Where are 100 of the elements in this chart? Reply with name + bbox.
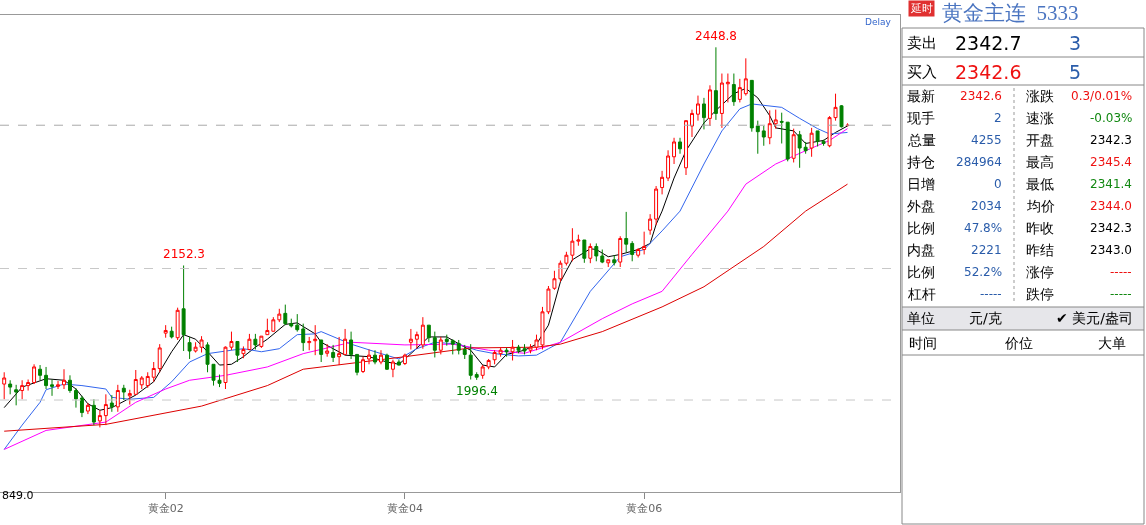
candlestick (307, 336, 312, 351)
candlestick (588, 242, 593, 264)
candlestick (62, 368, 66, 390)
text: 均价 (1026, 198, 1055, 214)
candlestick (468, 343, 473, 380)
text: 现手 (907, 110, 935, 126)
candlestick (8, 379, 13, 395)
candlestick (648, 213, 653, 236)
candlestick (38, 364, 43, 381)
candlestick (115, 384, 120, 413)
candlestick (713, 46, 718, 121)
candlestick (779, 112, 784, 144)
candlestick (444, 334, 449, 347)
candlestick (103, 393, 108, 426)
candlestick (127, 389, 132, 406)
candlestick (630, 240, 635, 262)
text: 杠杆 (907, 286, 936, 302)
annotation: 2448.8 (695, 29, 737, 43)
candlestick (731, 73, 736, 107)
candlestick (785, 121, 790, 162)
candlestick (79, 395, 84, 418)
candlestick (480, 364, 485, 380)
candlestick (420, 316, 425, 350)
candlestick (600, 249, 605, 264)
candlestick (343, 328, 348, 355)
text: 2345.4 (1090, 155, 1132, 169)
candlestick (773, 109, 778, 130)
candlestick (50, 379, 54, 397)
text: 比例 (907, 264, 935, 280)
candlestick (725, 73, 730, 103)
text: 2 (994, 111, 1002, 125)
text: 昨收 (1026, 220, 1054, 236)
candlestick (133, 369, 138, 396)
candlestick (504, 347, 509, 358)
text: 黄金主连 5333 (942, 1, 1079, 25)
candlestick (163, 324, 168, 339)
candlestick (26, 379, 31, 392)
candlestick (707, 84, 712, 127)
candlestick (408, 328, 413, 350)
candlestick (73, 387, 78, 409)
text: 2341.4 (1090, 177, 1132, 191)
candlestick (32, 363, 37, 385)
candlestick (289, 318, 294, 328)
text: 持仓 (907, 154, 935, 170)
candlestick (624, 211, 629, 253)
candlestick (749, 79, 754, 133)
text: ----- (1110, 287, 1132, 301)
text: 52.2% (964, 265, 1003, 279)
candlestick (319, 339, 324, 363)
text: 大单 (1098, 335, 1126, 351)
candlestick (175, 307, 180, 341)
text: 2342.3 (1090, 133, 1132, 147)
candlestick (582, 239, 587, 264)
candlestick (265, 318, 270, 336)
candlestick (797, 130, 802, 169)
candlestick (486, 358, 491, 370)
text: 2343.0 (1090, 243, 1132, 257)
candlestick (385, 353, 389, 371)
text: 2342.6 (960, 89, 1002, 103)
candlestick (450, 338, 455, 355)
text: 2344.0 (1090, 199, 1132, 213)
candlestick (690, 109, 694, 138)
annotation: 1996.4 (456, 384, 498, 398)
text: 3 (1069, 32, 1082, 54)
candlestick (462, 344, 467, 360)
candlestick (761, 125, 766, 147)
candlestick (109, 394, 114, 413)
candlestick (803, 141, 808, 155)
candlestick (660, 170, 665, 195)
candlestick (809, 127, 814, 158)
candlestick (701, 97, 706, 130)
candlestick (839, 104, 844, 128)
candlestick (139, 375, 144, 390)
text: 卖出 (907, 34, 937, 52)
text: 时间 (909, 335, 937, 351)
text: 元/克 (969, 310, 1002, 326)
text: 0 (994, 177, 1002, 191)
x-tick-label: 黄金02 (147, 502, 184, 516)
candlestick (349, 331, 354, 360)
text: 延时 (910, 2, 933, 15)
text: ----- (980, 287, 1002, 301)
candlestick (696, 95, 700, 122)
candlestick (432, 331, 437, 358)
candlestick (295, 313, 300, 333)
text: ----- (1110, 265, 1132, 279)
candlestick (594, 242, 599, 262)
candlestick (396, 359, 401, 366)
text: 总量 (907, 132, 936, 148)
candlestick (121, 384, 126, 401)
text: 2034 (971, 199, 1002, 213)
candlestick (277, 308, 282, 323)
text: 最高 (1026, 154, 1054, 170)
candlestick (666, 149, 671, 182)
x-tick-label: 黄金04 (386, 502, 423, 516)
candlestick (14, 384, 19, 406)
text: 涨跌 (1026, 88, 1054, 104)
text: 最低 (1026, 176, 1054, 192)
candlestick (373, 349, 377, 365)
candlestick (684, 120, 688, 176)
candlestick (20, 379, 25, 400)
